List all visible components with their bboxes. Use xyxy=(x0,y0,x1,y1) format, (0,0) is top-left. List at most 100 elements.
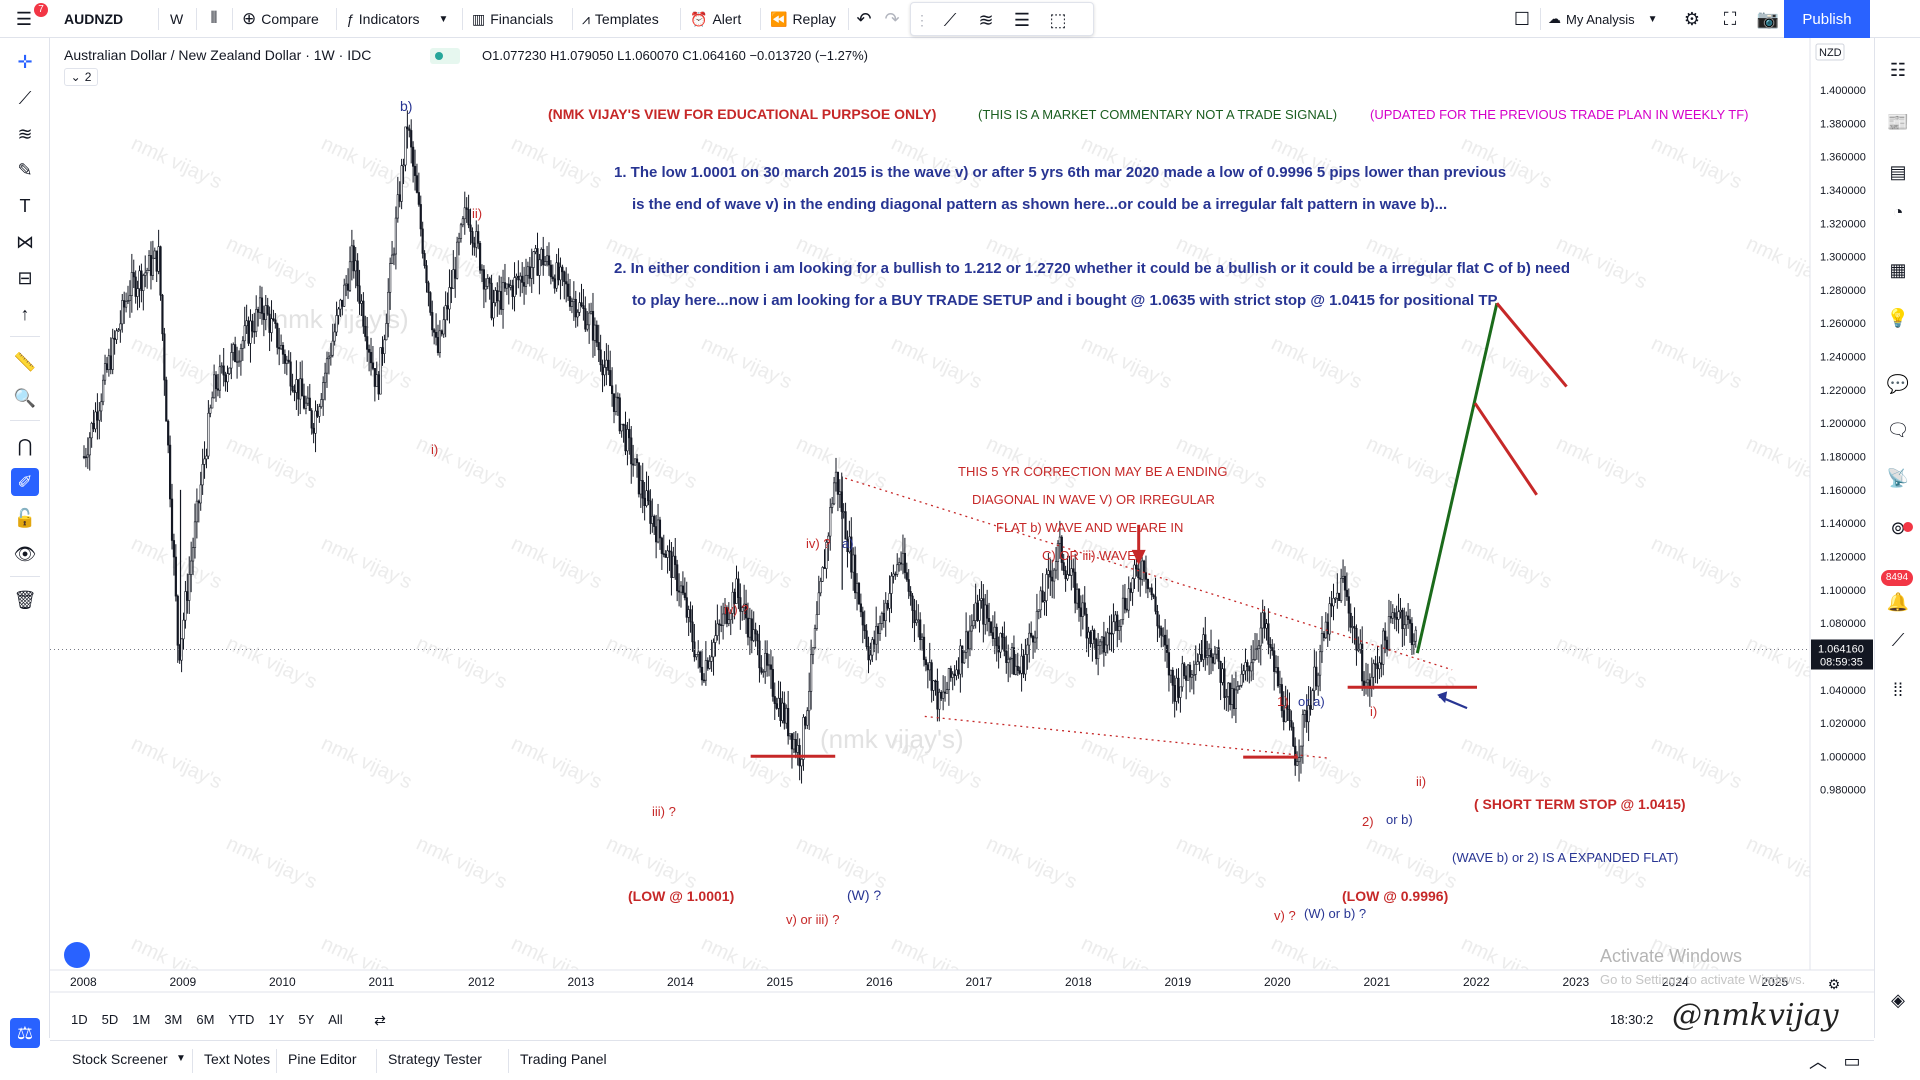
financials-button[interactable]: ▥ Financials xyxy=(472,6,553,32)
candle-body xyxy=(804,716,807,726)
range-button-1m[interactable]: 1M xyxy=(132,1012,151,1027)
order-book-icon[interactable]: ⁞⁞ xyxy=(1892,679,1903,700)
trend-line-icon[interactable]: ⟋ xyxy=(943,9,957,30)
tab-pine-editor[interactable]: Pine Editor xyxy=(288,1051,357,1067)
candle-body xyxy=(190,560,193,575)
candle-body xyxy=(117,329,120,332)
tab-text-notes[interactable]: Text Notes xyxy=(204,1051,271,1067)
pulse-icon[interactable]: ⟋ xyxy=(1891,629,1905,650)
ideas-icon[interactable]: 💡 xyxy=(1886,307,1910,328)
price-tick-label: 0.980000 xyxy=(1820,785,1866,797)
candle-body xyxy=(1129,588,1132,593)
candle-body xyxy=(1349,612,1352,628)
menu-icon[interactable]: ☰ xyxy=(15,8,33,29)
alert-button[interactable]: ⏰ Alert xyxy=(690,6,741,32)
indicators-button[interactable]: ƒ Indicators ▼ xyxy=(346,6,448,32)
lock-icon[interactable]: 🔓 xyxy=(13,507,37,528)
interval-button[interactable]: W xyxy=(170,11,184,27)
divider xyxy=(1540,8,1541,30)
legend-collapse-button[interactable]: ⌄ 2 xyxy=(64,68,98,86)
calendar-icon[interactable]: ▦ xyxy=(1889,259,1907,280)
candle-body xyxy=(970,625,973,632)
eye-icon[interactable]: 👁 xyxy=(13,543,37,564)
layout-menu-button[interactable]: ☁ My Analysis ▼ xyxy=(1548,6,1658,32)
candle-body xyxy=(547,255,551,266)
hotlist-icon[interactable]: ◔ xyxy=(1892,201,1904,222)
compare-button[interactable]: ⊕ Compare xyxy=(242,6,319,32)
clock-label[interactable]: 18:30:2 xyxy=(1610,1012,1654,1027)
ruler-icon[interactable]: 📏 xyxy=(13,351,37,372)
alerts-icon[interactable]: 🔔 xyxy=(1886,591,1910,612)
range-button-5y[interactable]: 5Y xyxy=(298,1012,315,1027)
candles-icon[interactable]: ⫴ xyxy=(210,10,218,27)
range-button-5d[interactable]: 5D xyxy=(101,1012,119,1027)
fullscreen-icon[interactable]: ⛶ xyxy=(1723,8,1737,29)
range-button-1d[interactable]: 1D xyxy=(71,1012,88,1027)
candle-body xyxy=(704,660,707,681)
candle-body xyxy=(942,691,945,699)
range-button-all[interactable]: All xyxy=(328,1012,343,1027)
trend-line-icon[interactable]: ⟋ xyxy=(18,87,32,108)
maximize-panel-icon[interactable]: ▭ xyxy=(1843,1050,1861,1071)
publish-button[interactable]: Publish xyxy=(1784,0,1870,38)
news-icon[interactable]: 📰 xyxy=(1886,111,1910,132)
pitchfork-icon[interactable]: ≋ xyxy=(17,123,33,144)
symbol-legend-title[interactable]: Australian Dollar / New Zealand Dollar ·… xyxy=(64,47,372,63)
data-window-icon[interactable]: ▤ xyxy=(1889,161,1907,182)
streams-icon[interactable]: 📡 xyxy=(1886,467,1910,488)
object-tree-icon[interactable]: ⚖ xyxy=(10,1018,40,1048)
symbol-search-button[interactable]: AUDNZD xyxy=(64,11,124,27)
chevron-down-icon[interactable]: ▼ xyxy=(176,1053,186,1064)
layout-square-icon[interactable]: ☐ xyxy=(1513,8,1531,29)
trash-icon[interactable]: 🗑 xyxy=(13,589,37,610)
chevron-up-icon[interactable]: ︿ xyxy=(1809,1052,1827,1072)
rectangle-icon[interactable]: ⬚ xyxy=(1049,9,1067,30)
replay-button[interactable]: ⏪ Replay xyxy=(770,6,836,32)
candle-body xyxy=(123,300,126,308)
crosshair-icon[interactable]: ✛ xyxy=(17,51,33,72)
magnet-icon[interactable]: ⋂ xyxy=(17,435,33,456)
prediction-icon[interactable]: ⊟ xyxy=(17,267,33,288)
candle-body xyxy=(915,619,918,624)
range-button-1y[interactable]: 1Y xyxy=(268,1012,285,1027)
zoom-in-icon[interactable]: 🔍 xyxy=(13,387,37,408)
redo-icon[interactable]: ↷ xyxy=(884,8,900,29)
drag-handle-icon[interactable]: ⋮ xyxy=(915,11,929,28)
price-tick-label: 1.180000 xyxy=(1820,452,1866,464)
candle-body xyxy=(1185,675,1188,681)
parallel-channel-icon[interactable]: ☰ xyxy=(1013,9,1031,30)
annotation-low-2020: (LOW @ 0.9996) xyxy=(1342,888,1449,904)
text-icon[interactable]: T xyxy=(19,195,31,216)
candle-body xyxy=(170,498,174,541)
chart-pane[interactable]: nmk vijay's nmk vijay's nmk vijay's nmk vij… xyxy=(50,38,1874,1040)
watchlist-icon[interactable]: ☷ xyxy=(1889,59,1907,80)
range-button-6m[interactable]: 6M xyxy=(196,1012,215,1027)
axis-settings-icon[interactable]: ⚙ xyxy=(1827,975,1841,992)
compare-date-icon[interactable]: ⇄ xyxy=(374,1011,386,1028)
candle-body xyxy=(878,623,882,634)
price-tick-label: 1.280000 xyxy=(1820,285,1866,297)
pattern-icon[interactable]: ⋈ xyxy=(16,231,34,252)
chats-icon[interactable]: 🗨 xyxy=(1886,419,1910,440)
candle-body xyxy=(779,697,782,721)
candle-body xyxy=(1330,603,1333,607)
price-chart[interactable]: nmk vijay's nmk vijay's nmk vijay's nmk vij… xyxy=(50,38,1874,1040)
tab-trading-panel[interactable]: Trading Panel xyxy=(520,1051,607,1067)
tab-stock-screener[interactable]: Stock Screener xyxy=(72,1051,168,1067)
range-button-3m[interactable]: 3M xyxy=(164,1012,183,1027)
chat-icon[interactable]: 💬 xyxy=(1886,373,1910,394)
templates-button[interactable]: ⩘ Templates xyxy=(582,6,659,32)
undo-icon[interactable]: ↶ xyxy=(856,8,872,29)
arrow-up-icon[interactable]: ↑ xyxy=(20,303,30,324)
camera-icon[interactable]: 📷 xyxy=(1756,8,1780,29)
layers-icon[interactable]: ◈ xyxy=(1891,989,1905,1010)
pitchfork-icon[interactable]: ≋ xyxy=(978,9,994,30)
candle-body xyxy=(1167,652,1171,676)
stay-drawing-icon[interactable]: ✐ xyxy=(11,468,39,496)
range-button-ytd[interactable]: YTD xyxy=(228,1012,255,1027)
candle-body xyxy=(257,309,260,313)
tab-strategy-tester[interactable]: Strategy Tester xyxy=(388,1051,482,1067)
broadcast-icon[interactable]: ⊚ xyxy=(1890,517,1906,538)
gear-icon[interactable]: ⚙ xyxy=(1683,8,1701,29)
brush-icon[interactable]: ✎ xyxy=(17,159,33,180)
